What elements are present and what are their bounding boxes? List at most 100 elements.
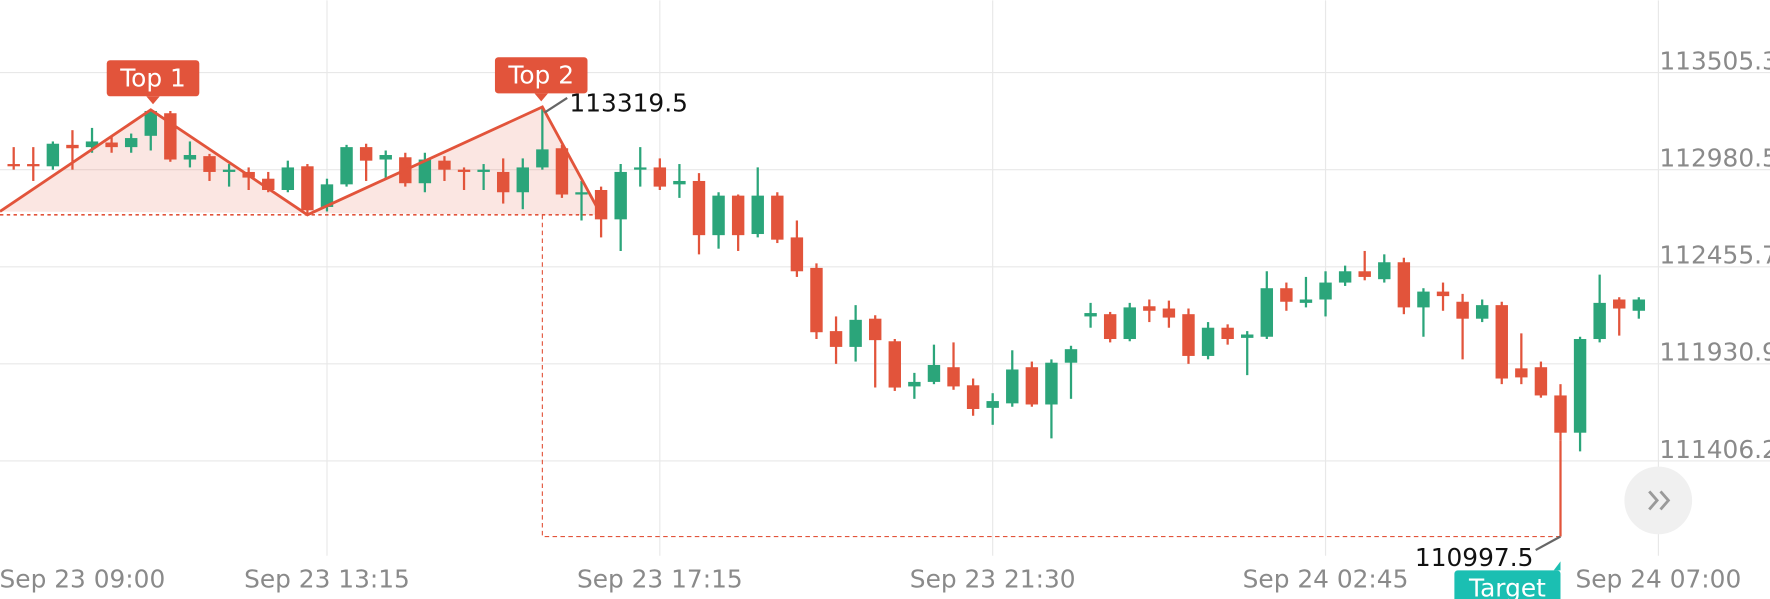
- candle-body: [1417, 291, 1430, 308]
- candle-body: [1260, 288, 1274, 337]
- candle-body: [1299, 299, 1313, 303]
- candle-body: [1319, 282, 1332, 300]
- candle-body: [908, 381, 921, 387]
- candle-body: [496, 171, 510, 193]
- candle-body: [457, 169, 471, 172]
- candle-body: [1280, 288, 1293, 302]
- candle-body: [1123, 307, 1136, 340]
- candle-body: [1025, 367, 1039, 405]
- candle-body: [966, 385, 980, 409]
- candle-body: [869, 318, 882, 341]
- scroll-button[interactable]: [1624, 466, 1693, 535]
- candle-body: [1221, 327, 1234, 340]
- candle-body: [301, 166, 314, 211]
- top-pointer: [146, 96, 160, 105]
- candle-body: [810, 267, 823, 333]
- candle-body: [829, 331, 843, 347]
- candle-body: [1241, 334, 1254, 338]
- candle-body: [712, 195, 725, 236]
- candle-body: [1554, 395, 1567, 433]
- candle-body: [1475, 305, 1489, 319]
- target-pointer: [1553, 561, 1561, 571]
- candle-body: [281, 167, 295, 190]
- x-tick-label: Sep 23 21:30: [910, 565, 1076, 594]
- candle-body: [379, 155, 392, 160]
- x-tick-label: Sep 23 09:00: [0, 565, 165, 594]
- candle-body: [516, 167, 529, 193]
- candle-body: [144, 110, 157, 136]
- target-leader: [1535, 535, 1562, 552]
- candle-body: [1495, 305, 1508, 379]
- candle-body: [27, 164, 40, 167]
- x-tick-label: Sep 23 13:15: [244, 565, 410, 594]
- candle-body: [1103, 314, 1117, 340]
- candle-body: [105, 142, 118, 148]
- candle-body: [849, 319, 862, 347]
- target-guide: [541, 214, 1561, 538]
- y-tick-label: 112455.7: [1659, 241, 1770, 270]
- candle-body: [1436, 291, 1450, 297]
- marks: [0, 105, 1646, 538]
- candle-body: [320, 184, 334, 207]
- candle-body: [359, 147, 373, 161]
- candle-body: [340, 147, 353, 185]
- candle-body: [555, 148, 569, 195]
- y-tick-label: 112980.5: [1659, 144, 1770, 173]
- candle-body: [1162, 308, 1176, 318]
- chevron: [1648, 490, 1659, 511]
- candle-body: [1593, 302, 1606, 340]
- x-tick-label: Sep 24 02:45: [1243, 565, 1409, 594]
- candle-body: [1045, 362, 1058, 405]
- candle-body: [262, 178, 275, 190]
- y-tick-label: 111406.2: [1659, 435, 1770, 464]
- candle-body: [731, 195, 745, 236]
- candle-body: [614, 171, 627, 220]
- candle-body: [1515, 368, 1528, 378]
- candle-body: [790, 237, 804, 272]
- candle-body: [771, 195, 784, 240]
- candle-body: [751, 195, 764, 235]
- x-tick-label: Sep 24 07:00: [1576, 565, 1742, 594]
- candle-body: [477, 169, 490, 172]
- candle-body: [222, 169, 236, 172]
- candle-body: [85, 141, 99, 148]
- candle-body: [1378, 262, 1391, 280]
- candle-body: [7, 164, 20, 167]
- candle-body: [947, 367, 960, 387]
- candle-body: [1632, 299, 1646, 311]
- candle-body: [1064, 349, 1078, 363]
- candle-body: [1084, 313, 1097, 317]
- candle-body: [986, 401, 999, 408]
- candle-body: [1397, 262, 1411, 308]
- chevron: [1659, 490, 1671, 511]
- candle-body: [888, 341, 901, 388]
- candle-body: [418, 159, 432, 184]
- candle-body: [203, 156, 216, 172]
- candle-body: [1182, 314, 1195, 356]
- top-pointer: [534, 93, 549, 102]
- candle-body: [183, 155, 197, 160]
- top-price: 113319.5: [569, 89, 687, 118]
- y-tick-label: 111930.9: [1659, 338, 1770, 367]
- candle-body: [653, 167, 667, 187]
- candle-body: [673, 180, 686, 185]
- top-label: Top 2: [507, 60, 574, 89]
- x-tick-label: Sep 23 17:15: [577, 565, 743, 594]
- candle-body: [1456, 301, 1469, 319]
- candle-body: [1573, 339, 1587, 433]
- candle-body: [634, 167, 647, 170]
- target-box: [1454, 570, 1561, 599]
- pattern-area: [0, 106, 602, 215]
- candle-body: [692, 180, 706, 236]
- candle-body: [1338, 271, 1352, 283]
- candle-body: [124, 138, 138, 148]
- y-tick-label: 113505.3: [1659, 46, 1770, 75]
- top-box: [494, 57, 588, 94]
- candle-body: [438, 160, 451, 170]
- candle-body: [1534, 367, 1548, 396]
- target-price: 110997.5: [1415, 543, 1533, 572]
